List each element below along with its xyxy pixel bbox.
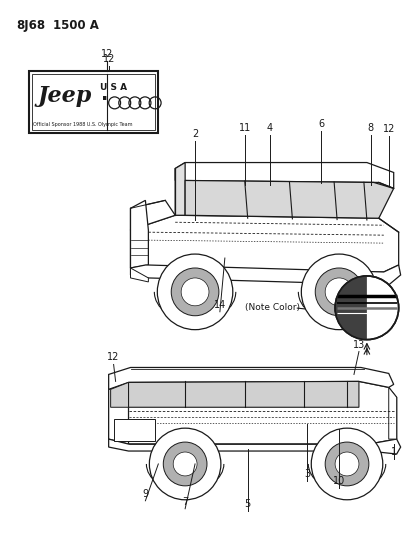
Circle shape <box>325 442 369 486</box>
Wedge shape <box>335 276 367 340</box>
Polygon shape <box>131 265 401 285</box>
Text: 8J68: 8J68 <box>16 19 45 33</box>
Text: 11: 11 <box>239 123 251 133</box>
Text: 12: 12 <box>102 54 115 64</box>
Bar <box>32 74 155 130</box>
Circle shape <box>335 276 399 340</box>
Circle shape <box>173 452 197 476</box>
Polygon shape <box>389 387 397 439</box>
Text: 12: 12 <box>383 124 395 134</box>
Text: 2: 2 <box>192 128 198 139</box>
Text: 12: 12 <box>107 352 120 362</box>
Text: .: . <box>101 85 108 104</box>
Text: 6: 6 <box>318 119 324 129</box>
Polygon shape <box>131 200 175 230</box>
Polygon shape <box>131 200 149 268</box>
Polygon shape <box>175 163 185 215</box>
Text: 9: 9 <box>142 489 149 499</box>
Polygon shape <box>129 382 359 407</box>
Polygon shape <box>185 181 394 218</box>
Text: Jeep: Jeep <box>37 85 91 107</box>
Bar <box>29 71 158 133</box>
Circle shape <box>149 428 221 500</box>
Text: (Note Color): (Note Color) <box>245 303 300 312</box>
Text: 7: 7 <box>182 497 188 507</box>
Circle shape <box>163 442 207 486</box>
Polygon shape <box>109 382 129 444</box>
Circle shape <box>315 268 363 316</box>
Polygon shape <box>131 215 399 272</box>
Text: 1500 A: 1500 A <box>53 19 99 33</box>
Text: 13: 13 <box>353 340 365 350</box>
Circle shape <box>325 278 353 306</box>
Text: 3: 3 <box>304 469 310 479</box>
Text: 5: 5 <box>244 499 251 508</box>
Circle shape <box>311 428 383 500</box>
Text: U S A: U S A <box>100 83 127 92</box>
Circle shape <box>157 254 233 330</box>
Text: 4: 4 <box>266 123 273 133</box>
Circle shape <box>181 278 209 306</box>
Polygon shape <box>175 163 394 188</box>
Bar <box>113 419 155 441</box>
Circle shape <box>302 254 377 330</box>
Text: 12: 12 <box>100 49 113 59</box>
Circle shape <box>335 452 359 476</box>
Text: Official Sponsor 1988 U.S. Olympic Team: Official Sponsor 1988 U.S. Olympic Team <box>33 122 133 127</box>
Text: 8: 8 <box>368 123 374 133</box>
Polygon shape <box>111 382 129 407</box>
Polygon shape <box>109 439 401 454</box>
Polygon shape <box>109 382 397 444</box>
Text: 14: 14 <box>214 300 226 310</box>
Text: 10: 10 <box>333 476 345 486</box>
Polygon shape <box>131 268 149 282</box>
Text: 1: 1 <box>390 447 397 457</box>
Polygon shape <box>109 367 394 389</box>
Circle shape <box>171 268 219 316</box>
